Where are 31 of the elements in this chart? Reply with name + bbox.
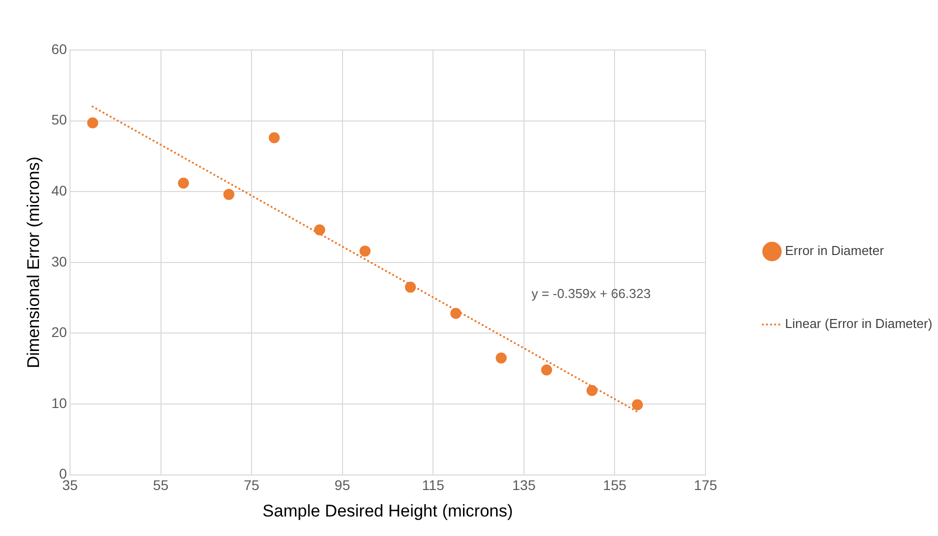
point bbox=[632, 399, 643, 410]
point bbox=[178, 178, 189, 189]
x-tick-label: 135 bbox=[512, 477, 536, 494]
y-tick-label: 10 bbox=[51, 394, 68, 411]
x-tick-label: 115 bbox=[422, 477, 444, 494]
x-tick-label: 35 bbox=[62, 477, 78, 494]
x-tick-label: 95 bbox=[334, 477, 350, 494]
point bbox=[314, 224, 326, 236]
point bbox=[87, 117, 98, 128]
y-tick-label: 60 bbox=[51, 40, 68, 57]
point bbox=[404, 282, 416, 293]
point bbox=[496, 352, 507, 364]
point bbox=[360, 246, 371, 257]
y-axis-title: Dimensional Error (microns) bbox=[24, 156, 43, 368]
y-tick-label: 40 bbox=[51, 182, 68, 198]
point bbox=[450, 308, 462, 319]
point bbox=[586, 385, 598, 396]
x-tick-label: 75 bbox=[244, 477, 260, 494]
y-tick-label: 30 bbox=[51, 253, 68, 270]
legend-label: Error in Diameter bbox=[785, 243, 885, 258]
y-tick-label: 20 bbox=[51, 324, 68, 340]
point bbox=[223, 188, 234, 200]
legend-label: Linear (Error in Diameter) bbox=[785, 316, 932, 332]
point bbox=[268, 132, 280, 144]
annotation: y = -0.359x + 66.323 bbox=[531, 286, 651, 301]
x-tick-label: 55 bbox=[152, 477, 169, 494]
x-tick-label: 175 bbox=[694, 477, 718, 494]
x-tick-label: 155 bbox=[603, 477, 627, 494]
x-axis-title: Sample Desired Height (microns) bbox=[262, 501, 513, 520]
point bbox=[541, 364, 552, 376]
y-tick-label: 50 bbox=[51, 112, 68, 128]
